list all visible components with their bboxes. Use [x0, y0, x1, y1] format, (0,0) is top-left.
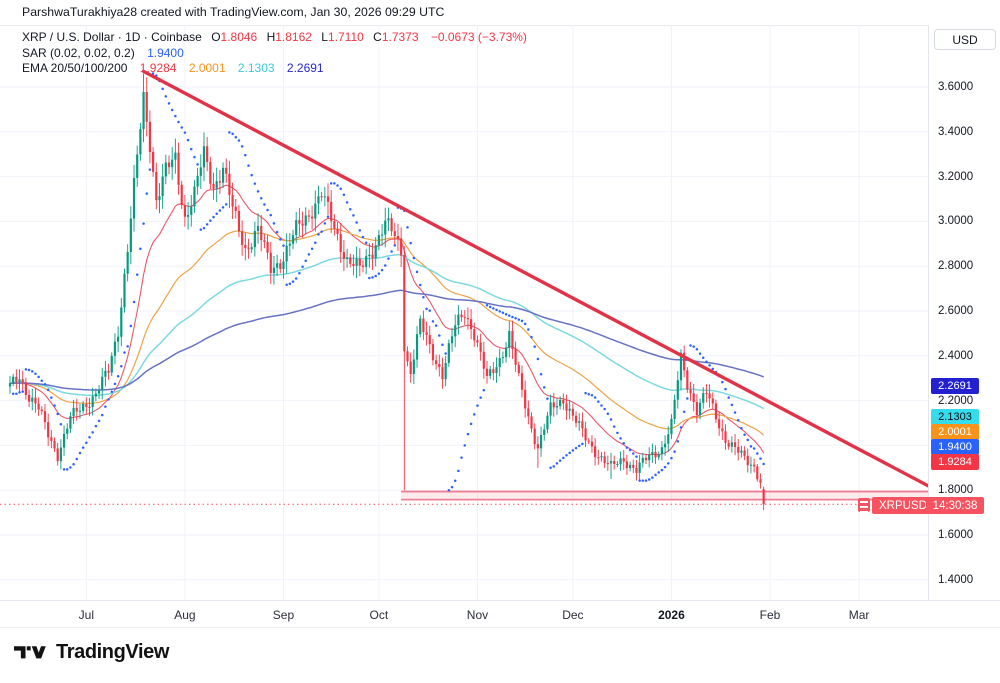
price-scale-label: 3.0000	[938, 215, 974, 228]
symbol-title: XRP / U.S. Dollar · 1D · Coinbase	[22, 30, 202, 44]
low-value: 1.7110	[327, 30, 364, 44]
time-axis-label-nov: Nov	[466, 608, 489, 622]
ema-200-value: 2.2691	[286, 61, 324, 75]
time-axis-label-feb: Feb	[759, 608, 781, 622]
currency-toggle-button[interactable]: USD	[934, 29, 996, 50]
time-axis-label-oct: Oct	[369, 608, 389, 622]
ema-20-value: 1.9284	[139, 61, 177, 75]
ema-50-value: 2.0001	[188, 61, 226, 75]
price-scale-label: 2.4000	[938, 349, 974, 362]
symbol-legend-row[interactable]: XRP / U.S. Dollar · 1D · Coinbase O1.804…	[22, 30, 527, 46]
price-scale-label: 3.6000	[938, 81, 974, 93]
time-axis-label-2026: 2026	[658, 608, 685, 622]
ema-100-value: 2.1303	[237, 61, 275, 75]
time-axis[interactable]: Jul Aug Sep Oct Nov Dec 2026 Feb Mar	[0, 600, 1000, 628]
ema-100-badge: 2.1303	[931, 409, 979, 425]
last-price-symbol-badge: XRPUSD	[872, 497, 934, 514]
ema-50-badge: 2.0001	[931, 424, 979, 440]
open-label: O	[211, 30, 221, 44]
price-flag-icon	[858, 498, 870, 513]
ema-indicator-name: EMA 20/50/100/200	[22, 61, 128, 75]
ema-200-badge: 2.2691	[931, 378, 979, 394]
sar-legend-row[interactable]: SAR (0.02, 0.02, 0.2) 1.9400	[22, 46, 527, 62]
price-scale-label: 2.8000	[938, 260, 974, 273]
price-scale-label: 2.2000	[938, 394, 974, 407]
low-label: L	[321, 30, 328, 44]
price-scale-label: 2.6000	[938, 305, 974, 317]
time-axis-label-jul: Jul	[78, 608, 94, 622]
ema-legend-row[interactable]: EMA 20/50/100/200 1.9284 2.0001 2.1303 2…	[22, 61, 527, 77]
time-axis-label-dec: Dec	[562, 608, 584, 622]
sar-value: 1.9400	[147, 45, 184, 60]
tradingview-logo-link[interactable]: TradingView	[14, 641, 169, 664]
tradingview-wordmark: TradingView	[56, 641, 170, 663]
time-axis-label-mar: Mar	[848, 608, 870, 622]
price-scale-label: 3.2000	[938, 170, 974, 183]
time-axis-label-aug: Aug	[174, 608, 196, 622]
change-value: −0.0673 (−3.73%)	[430, 30, 527, 44]
pane-divider	[0, 25, 1000, 26]
price-scale-label: 1.6000	[938, 529, 974, 541]
open-value: 1.8046	[220, 30, 258, 44]
bar-countdown-badge: 14:30:38	[926, 497, 984, 514]
sar-indicator-name: SAR (0.02, 0.02, 0.2)	[22, 45, 135, 60]
high-value: 1.8162	[275, 30, 312, 44]
price-scale-label: 3.4000	[938, 125, 974, 138]
time-axis-label-sep: Sep	[272, 608, 295, 622]
footer: TradingView	[0, 629, 1000, 683]
tradingview-logo-icon	[14, 646, 46, 659]
close-value: 1.7373	[381, 30, 419, 44]
price-scale-label: 1.4000	[938, 573, 974, 586]
close-label: C	[373, 30, 382, 44]
ema-20-badge: 1.9284	[931, 454, 979, 470]
sar-badge: 1.9400	[931, 439, 979, 455]
attribution-text: ParshwaTurakhiya28 created with TradingV…	[22, 5, 445, 19]
high-label: H	[266, 30, 276, 44]
chart-legend: XRP / U.S. Dollar · 1D · Coinbase O1.804…	[22, 30, 527, 77]
price-scale-label: 1.8000	[938, 484, 974, 497]
